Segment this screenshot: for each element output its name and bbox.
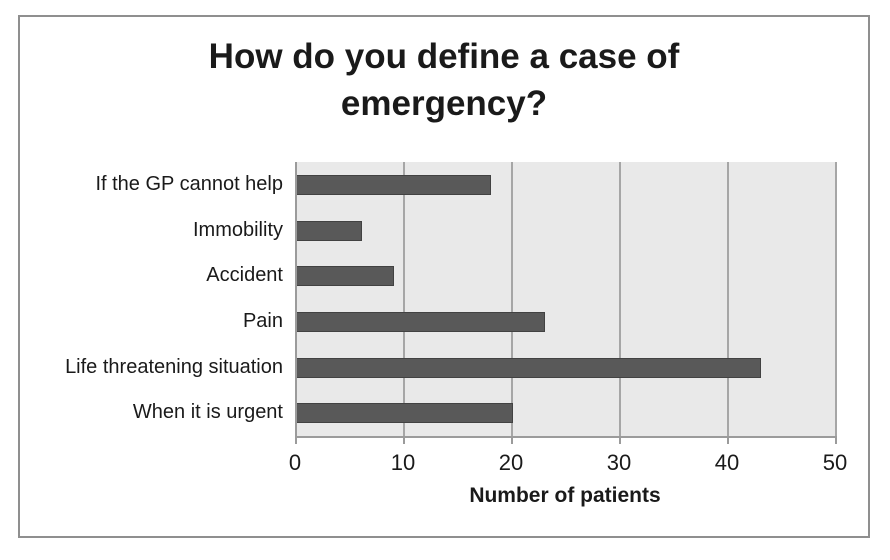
x-tick-label-30: 30	[606, 450, 632, 475]
gridline-50	[835, 162, 837, 436]
x-tick-label-50: 50	[822, 450, 848, 475]
category-axis-labels: If the GP cannot help Immobility Accident P…	[28, 162, 283, 436]
bar-5	[297, 403, 513, 424]
x-axis-tick-20	[511, 438, 513, 444]
category-label-3: Pain	[242, 309, 283, 332]
x-axis-tick-10	[403, 438, 405, 444]
gridline-40	[727, 162, 729, 436]
chart-frame: How do you define a case of emergency? I…	[18, 15, 870, 538]
x-axis-tick-0	[295, 438, 297, 444]
x-tick-label-20: 20	[498, 450, 524, 475]
x-axis-tick-50	[835, 438, 837, 444]
x-axis-tick-30	[619, 438, 621, 444]
x-tick-label-0: 0	[288, 450, 302, 475]
plot-area	[295, 162, 837, 444]
bar-2	[297, 266, 395, 287]
gridline-10	[403, 162, 405, 436]
bar-3	[297, 311, 546, 332]
x-axis-tick-labels: 0 10 20 30 40 50	[289, 450, 847, 478]
gridline-30	[619, 162, 621, 436]
bar-0	[297, 174, 492, 195]
x-axis-tick-40	[727, 438, 729, 444]
chart-title: How do you define a case of emergency?	[208, 37, 680, 124]
category-label-0: If the GP cannot help	[95, 173, 283, 195]
category-label-1: Immobility	[192, 218, 283, 241]
bar-1	[297, 220, 362, 241]
bar-4	[297, 357, 762, 378]
category-label-2: Accident	[206, 264, 283, 287]
x-tick-label-40: 40	[714, 450, 740, 475]
category-label-5: When it is urgent	[132, 401, 283, 424]
gridline-20	[511, 162, 513, 436]
category-label-4: Life threatening situation	[65, 355, 283, 378]
x-tick-label-10: 10	[390, 450, 416, 475]
x-axis-title: Number of patients	[469, 484, 661, 507]
